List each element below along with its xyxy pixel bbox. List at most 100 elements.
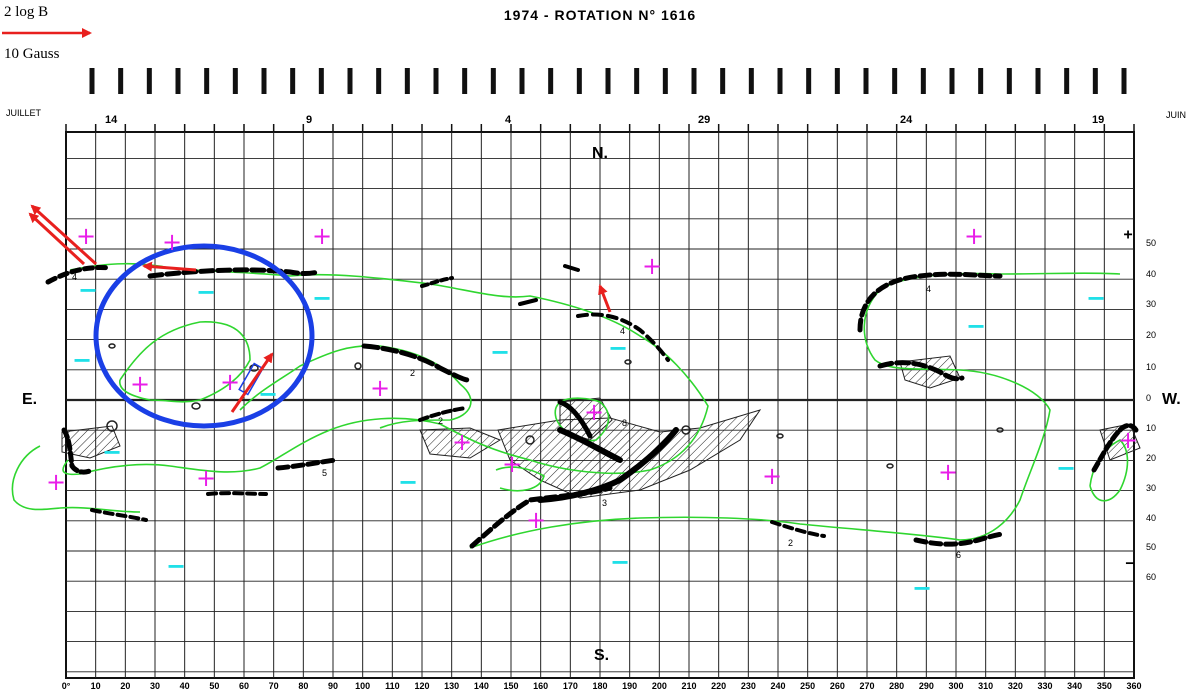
filament: [206, 491, 268, 496]
day-bar: [175, 68, 181, 94]
sunspot: [106, 420, 118, 432]
lon-label: 360: [1126, 681, 1141, 691]
filament-number: 5: [322, 468, 327, 478]
plus-polarity-marker: +: [584, 398, 604, 426]
day-bar: [318, 68, 324, 94]
neutral-line: [119, 321, 251, 403]
field-vector: [142, 261, 197, 272]
north-label: N.: [592, 145, 608, 162]
west-label: W.: [1162, 391, 1181, 408]
filament-number: 4: [926, 284, 931, 294]
day-bar: [519, 68, 525, 94]
day-label: 9: [306, 114, 312, 126]
lon-label: 350: [1097, 681, 1112, 691]
day-bar: [834, 68, 840, 94]
lon-label: 300: [948, 681, 963, 691]
chart-title: 1974 - ROTATION N° 1616: [504, 7, 696, 23]
field-vector: [30, 204, 98, 266]
lon-label: 260: [830, 681, 845, 691]
plus-polarity-marker: +: [162, 228, 182, 256]
lon-label: 200: [652, 681, 667, 691]
neutral-line: [554, 397, 610, 442]
lon-label: 270: [859, 681, 874, 691]
day-bar: [576, 68, 582, 94]
sunspot: [681, 425, 691, 435]
hatched-region: [419, 427, 502, 459]
plus-polarity-marker: +: [196, 464, 216, 492]
day-bar: [490, 68, 496, 94]
sunspot: [776, 433, 784, 439]
lon-label: 120: [414, 681, 429, 691]
minus-polarity-marker: −: [258, 380, 278, 408]
minus-polarity-marker: −: [398, 468, 418, 496]
minus-polarity-marker: −: [78, 276, 98, 304]
sunspot: [525, 435, 535, 445]
polarity-key-plus: +: [1123, 227, 1132, 244]
lat-label: 60: [1146, 572, 1156, 582]
filament: [557, 399, 593, 439]
day-label: 24: [900, 114, 913, 126]
sunspot: [354, 362, 362, 370]
plus-polarity-marker: +: [1118, 426, 1138, 454]
filament: [563, 264, 580, 272]
filament: [518, 298, 538, 306]
filaments: [45, 264, 1139, 549]
legend: 2 log B 10 Gauss: [2, 4, 92, 62]
filament: [877, 360, 965, 382]
minus-polarity-marker: −: [966, 312, 986, 340]
lon-label: 10: [91, 681, 101, 691]
day-bar: [662, 68, 668, 94]
plus-polarity-marker: +: [452, 428, 472, 456]
lon-label: 30: [150, 681, 160, 691]
neutral-line: [11, 445, 141, 513]
day-bar: [863, 68, 869, 94]
day-bar: [892, 68, 898, 94]
filament: [90, 508, 148, 522]
filament: [420, 276, 454, 288]
lat-label: 0: [1146, 393, 1151, 403]
minus-polarity-marker: −: [196, 278, 216, 306]
day-bar: [290, 68, 296, 94]
day-labels: 14 9 4 29 24 19: [105, 114, 1104, 126]
day-bar: [376, 68, 382, 94]
plus-polarity-marker: +: [312, 222, 332, 250]
lon-label: 220: [711, 681, 726, 691]
lon-label: 210: [681, 681, 696, 691]
minus-polarity-marker: −: [312, 284, 332, 312]
filament: [770, 520, 826, 538]
field-vector: [230, 352, 274, 413]
filament-number: 4: [620, 326, 625, 336]
day-bar: [691, 68, 697, 94]
minus-polarity-marker: −: [102, 438, 122, 466]
field-vectors: [28, 204, 612, 413]
day-bar: [978, 68, 984, 94]
lon-label: 140: [474, 681, 489, 691]
filament: [45, 265, 113, 285]
sunspot: [191, 402, 201, 410]
filament: [61, 427, 95, 475]
plus-polarity-marker: +: [220, 368, 240, 396]
day-bar: [433, 68, 439, 94]
sunspots: [106, 343, 1004, 469]
day-label: 19: [1092, 114, 1104, 126]
minus-polarity-marker: −: [1086, 284, 1106, 312]
plus-polarity-marker: +: [964, 222, 984, 250]
minus-polarity-marker: −: [912, 574, 932, 602]
lat-label: 30: [1146, 483, 1156, 493]
east-label: E.: [22, 391, 37, 408]
south-label: S.: [594, 647, 609, 664]
lon-label: 190: [622, 681, 637, 691]
day-bar: [261, 68, 267, 94]
sunspot: [886, 463, 894, 469]
minus-polarity-marker: −: [608, 334, 628, 362]
lon-label: 250: [800, 681, 815, 691]
minus-polarity-marker: −: [72, 346, 92, 374]
day-bar: [548, 68, 554, 94]
lon-label: 40: [180, 681, 190, 691]
highlight-box: [238, 362, 264, 396]
plus-polarity-marker: +: [526, 506, 546, 534]
plus-polarity-marker: +: [642, 252, 662, 280]
field-vector: [28, 212, 86, 266]
day-bar: [605, 68, 611, 94]
